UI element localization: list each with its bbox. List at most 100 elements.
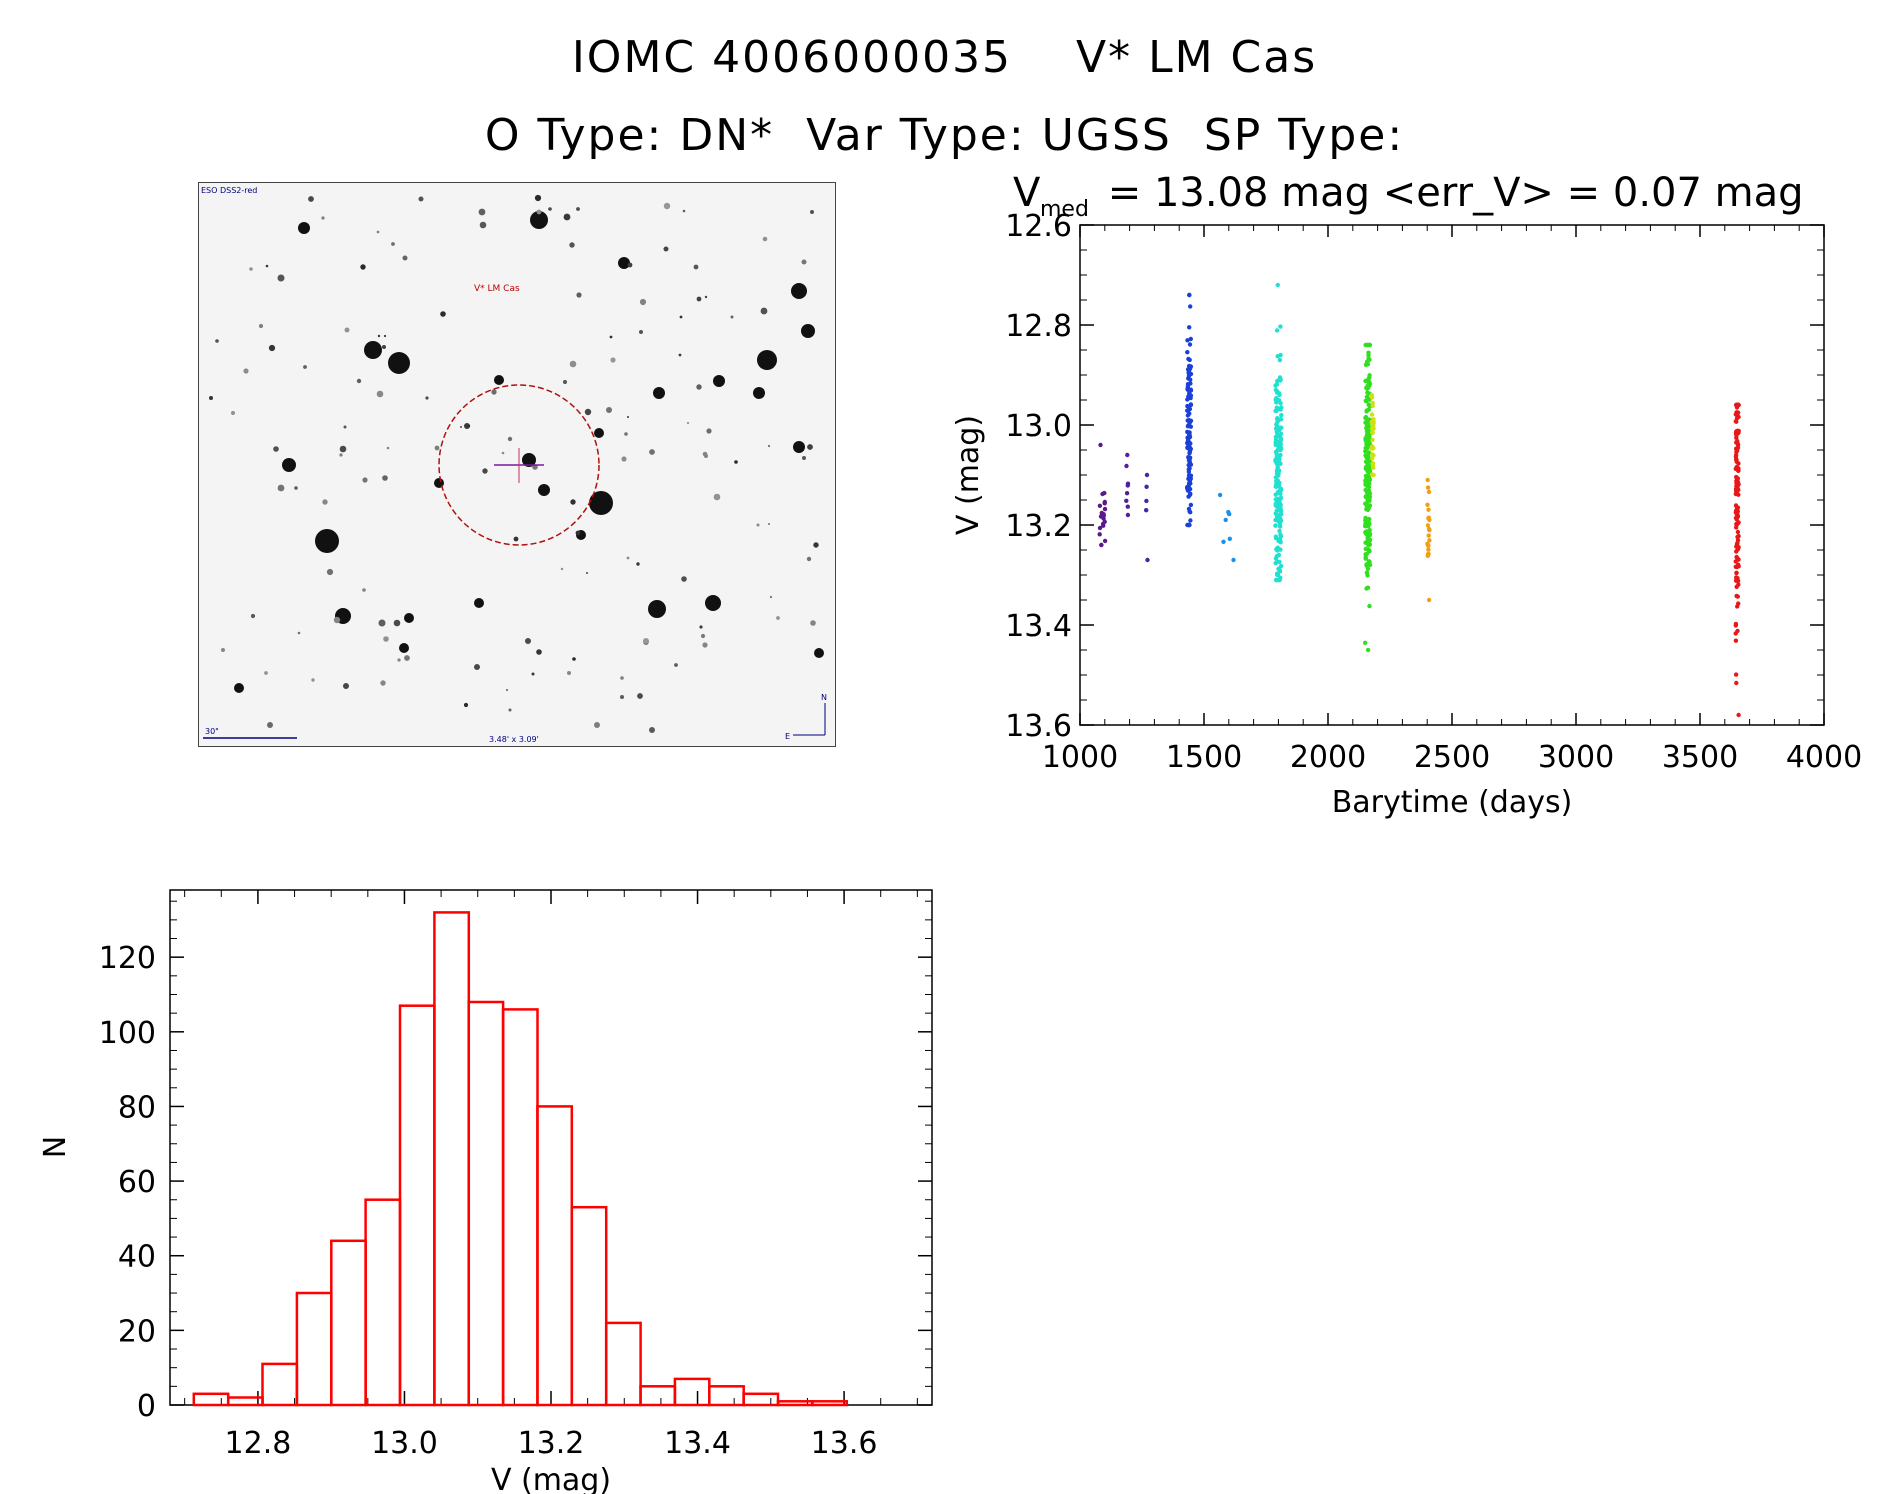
lc-point-s6 xyxy=(1365,561,1370,567)
lc-point-s5 xyxy=(1274,517,1279,522)
lc-point-s6 xyxy=(1364,425,1369,431)
lc-point-s1 xyxy=(1124,491,1130,496)
hist-plot-frame xyxy=(169,889,933,1406)
lc-point-s5 xyxy=(1275,545,1280,550)
target-label: V* LM Cas xyxy=(474,284,520,294)
faint-star xyxy=(333,616,341,624)
lc-point-s5 xyxy=(1275,428,1280,433)
lc-point-s3 xyxy=(1188,402,1194,407)
faint-star xyxy=(311,678,315,682)
faint-star xyxy=(507,436,513,442)
faint-star xyxy=(343,425,347,429)
chart-title-line2: O Type: DN* Var Type: UGSS SP Type: xyxy=(484,110,1405,161)
target-aperture-circle xyxy=(438,384,600,546)
lc-point-s3 xyxy=(1185,350,1190,355)
lc-point-s5 xyxy=(1278,438,1283,443)
star-16 xyxy=(801,324,815,338)
lc-point-s6 xyxy=(1364,455,1369,460)
faint-star xyxy=(326,568,334,576)
lc-point-s3 xyxy=(1185,403,1190,409)
lc-point-s5 xyxy=(1278,496,1283,501)
faint-star xyxy=(693,264,699,270)
faint-star xyxy=(700,633,706,639)
lc-point-s9 xyxy=(1733,559,1738,564)
hist-bar-2 xyxy=(261,1362,299,1407)
faint-star xyxy=(762,236,768,242)
faint-star xyxy=(474,664,480,670)
faint-star xyxy=(674,663,678,667)
faint-star xyxy=(440,311,446,317)
lc-point-s6 xyxy=(1367,531,1373,537)
faint-star xyxy=(231,411,235,415)
lc-point-s7 xyxy=(1370,461,1376,466)
lc-point-s9 xyxy=(1736,582,1741,587)
lc-point-s2 xyxy=(1145,557,1150,563)
lc-point-s5 xyxy=(1279,413,1284,418)
lc-point-s4 xyxy=(1217,492,1223,498)
lc-point-s1 xyxy=(1125,512,1131,518)
lc-point-s5 xyxy=(1275,282,1281,288)
lc-point-s8 xyxy=(1425,502,1430,507)
lc-point-s5 xyxy=(1273,434,1279,440)
lc-ytick-label: 13.0 xyxy=(1005,409,1072,444)
lc-point-s5 xyxy=(1276,566,1281,571)
star-10 xyxy=(705,595,721,611)
lc-point-s6 xyxy=(1363,449,1368,454)
hist-bar-7 xyxy=(433,911,471,1407)
lc-point-s7 xyxy=(1370,430,1375,435)
faint-star xyxy=(339,453,343,457)
lc-point-s6 xyxy=(1367,494,1373,499)
chart-title-line1: IOMC 4006000035 V* LM Cas xyxy=(571,32,1318,83)
lc-point-s5 xyxy=(1278,324,1283,329)
lc-point-s3 xyxy=(1187,459,1193,465)
faint-star xyxy=(810,210,814,214)
lc-point-s6 xyxy=(1366,350,1371,355)
faint-star xyxy=(569,242,575,248)
lc-point-s6 xyxy=(1363,487,1368,493)
faint-star xyxy=(277,484,285,492)
lc-point-s6 xyxy=(1363,530,1368,535)
lc-point-s6 xyxy=(1363,640,1368,645)
lc-point-s1 xyxy=(1125,504,1131,509)
lc-y-axis-label: V (mag) xyxy=(951,415,986,535)
lc-point-s6 xyxy=(1363,501,1369,506)
lc-point-s3 xyxy=(1188,518,1193,523)
lc-point-s1 xyxy=(1125,452,1130,458)
faint-star xyxy=(569,360,577,368)
faint-star xyxy=(505,688,509,692)
compass-east-label: E xyxy=(785,732,790,741)
lc-point-s5 xyxy=(1278,441,1283,447)
star-2 xyxy=(364,341,382,359)
faint-star xyxy=(649,727,655,733)
faint-star xyxy=(478,208,486,216)
hist-bar-4 xyxy=(330,1239,367,1407)
hist-bar-6 xyxy=(398,1004,436,1407)
lc-point-s3 xyxy=(1188,304,1193,309)
star-9 xyxy=(648,600,666,618)
lc-xtick-label: 3000 xyxy=(1538,740,1614,775)
survey-label: ESO DSS2-red xyxy=(201,186,257,195)
faint-star xyxy=(563,213,571,221)
lc-point-s5 xyxy=(1278,502,1283,507)
star-22 xyxy=(594,428,604,438)
faint-star xyxy=(339,445,347,453)
lc-point-s3 xyxy=(1188,393,1193,398)
lc-point-s3 xyxy=(1186,476,1192,481)
lc-point-s6 xyxy=(1363,398,1369,404)
faint-star xyxy=(265,264,269,268)
finder-image: V* LM Cas ESO DSS2-red 30" 3.48' x 3.09'… xyxy=(198,182,836,747)
faint-star xyxy=(308,196,314,202)
faint-star xyxy=(706,428,712,434)
star-0 xyxy=(530,211,548,229)
lc-point-s5 xyxy=(1277,520,1283,525)
lc-point-s5 xyxy=(1279,511,1284,517)
faint-star xyxy=(277,274,285,282)
faint-star xyxy=(678,353,682,357)
lc-point-s0 xyxy=(1102,538,1108,544)
faint-star xyxy=(627,416,629,418)
faint-star xyxy=(584,408,592,416)
lc-point-s2 xyxy=(1144,472,1150,478)
lc-point-s7 xyxy=(1369,472,1375,477)
lc-point-s3 xyxy=(1187,357,1192,363)
lc-point-s3 xyxy=(1188,381,1193,386)
